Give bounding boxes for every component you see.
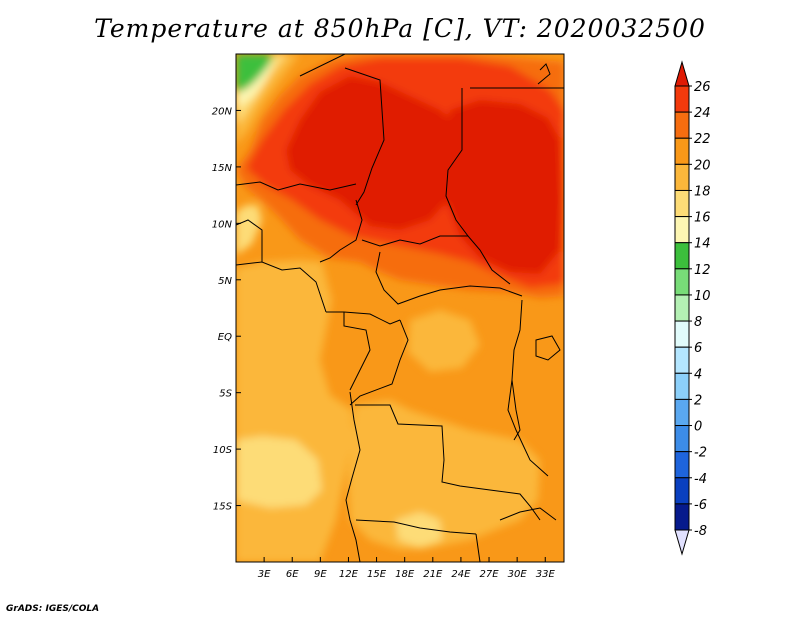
grads-credit: GrADS: IGES/COLA xyxy=(6,604,100,614)
colorbar-box xyxy=(674,242,690,270)
colorbar-label: -8 xyxy=(694,524,707,539)
colorbar-box xyxy=(674,85,690,113)
colorbar-box xyxy=(674,346,690,374)
colorbar-label: 18 xyxy=(694,184,711,199)
colorbar-label: -4 xyxy=(694,472,707,487)
colorbar-label: 24 xyxy=(694,106,711,121)
colorbar-box xyxy=(674,372,690,400)
field-18-20-central xyxy=(348,400,540,550)
x-tick-label: 6E xyxy=(286,569,299,580)
border-nigeria-cameroon xyxy=(319,199,363,263)
colorbar-box xyxy=(674,503,690,531)
colorbar-box xyxy=(674,137,690,165)
colorbar-label: -6 xyxy=(694,498,707,513)
border-chad-sudan xyxy=(445,88,469,237)
field-12-14-patch xyxy=(236,54,274,92)
border-angola-namibia xyxy=(355,519,477,535)
colorbar-under-triangle xyxy=(674,529,690,556)
colorbar-box xyxy=(674,216,690,244)
field-16-18-south xyxy=(396,512,442,548)
x-tick-label: 33E xyxy=(536,569,556,580)
field-16-18-upper-coast xyxy=(236,205,262,255)
colorbar-over-triangle xyxy=(674,60,690,87)
y-tick-label: 15S xyxy=(213,502,233,513)
border-niger-south xyxy=(236,181,357,191)
colorbar-label: 4 xyxy=(694,367,702,382)
y-tick-label: 15N xyxy=(212,163,233,174)
border-drc-angola xyxy=(355,404,541,521)
x-axis: 3E 6E 9E 12E 15E 18E 21E 24E 27E 30E 33E xyxy=(258,557,556,580)
border-coast-angola xyxy=(345,391,361,562)
border-zambia-east xyxy=(499,507,557,521)
colorbar-label: 26 xyxy=(694,80,711,95)
colorbar-box xyxy=(674,425,690,453)
colorbar-label: -2 xyxy=(694,446,707,461)
field-over-26-sudan xyxy=(444,100,562,274)
field-16-18-southwest xyxy=(236,436,322,508)
colorbar-label: 8 xyxy=(694,315,702,330)
border-gabon-congo xyxy=(343,312,371,391)
border-lake-victoria xyxy=(535,335,561,361)
field-14-16-patch xyxy=(236,60,276,108)
colorbar-label: 22 xyxy=(694,132,711,147)
x-tick-label: 21E xyxy=(423,569,443,580)
y-tick-label: EQ xyxy=(218,332,232,343)
colorbar-label: 2 xyxy=(694,393,702,408)
chart-title: Temperature at 850hPa [C], VT: 202003250… xyxy=(94,14,706,43)
border-car-south xyxy=(375,251,523,305)
border-lake-tanganyika xyxy=(511,379,521,441)
colorbar-label: 6 xyxy=(694,341,702,356)
temperature-field xyxy=(236,54,564,562)
border-chad-car xyxy=(361,235,511,285)
x-tick-label: 18E xyxy=(395,569,415,580)
y-tick-label: 5S xyxy=(219,389,232,400)
field-over-26-chad xyxy=(286,76,462,230)
border-egypt-nile xyxy=(537,63,551,85)
colorbar-label: 16 xyxy=(694,211,711,226)
x-tick-label: 24E xyxy=(451,569,471,580)
x-tick-label: 3E xyxy=(258,569,271,580)
colorbar-label: 14 xyxy=(694,237,711,252)
border-drc-east xyxy=(507,299,549,477)
border-niger-east xyxy=(344,67,385,206)
y-axis: 20N 15N 10N 5N EQ 5S 10S 15S xyxy=(212,106,241,513)
map-frame xyxy=(235,53,565,563)
colorbar-box xyxy=(674,111,690,139)
colorbar-label: 10 xyxy=(694,289,711,304)
y-tick-label: 20N xyxy=(212,106,233,117)
x-tick-label: 12E xyxy=(339,569,359,580)
x-tick-label: 27E xyxy=(480,569,500,580)
colorbar-label: 12 xyxy=(694,263,711,278)
x-tick-label: 9E xyxy=(314,569,327,580)
x-tick-label: 15E xyxy=(367,569,387,580)
colorbar-box xyxy=(674,294,690,322)
colorbar-box xyxy=(674,189,690,218)
y-tick-label: 10S xyxy=(213,445,233,456)
colorbar-label: 20 xyxy=(694,158,711,173)
colorbar-box xyxy=(674,163,690,191)
colorbar-label: 0 xyxy=(694,420,702,435)
colorbar-box xyxy=(674,268,690,296)
colorbar-box xyxy=(674,451,690,479)
border-namibia-east xyxy=(475,533,481,562)
colorbar-box xyxy=(674,398,690,427)
field-18-20-upper-congo xyxy=(408,310,480,372)
y-tick-label: 5N xyxy=(218,276,232,287)
border-libya-chad xyxy=(299,54,346,77)
border-sahara-west xyxy=(236,219,263,262)
colorbar-box xyxy=(674,320,690,348)
colorbar-box xyxy=(674,477,690,505)
x-tick-label: 30E xyxy=(508,569,528,580)
country-borders xyxy=(236,54,564,562)
y-tick-label: 10N xyxy=(212,219,233,230)
border-congo-drc xyxy=(349,319,409,406)
border-cameroon-gabon xyxy=(326,311,401,325)
